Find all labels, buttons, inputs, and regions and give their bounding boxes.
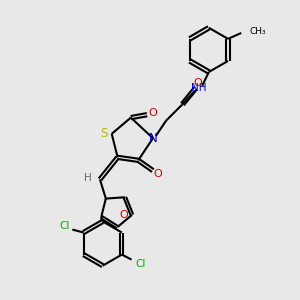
- Text: N: N: [148, 132, 157, 145]
- Text: O: O: [119, 210, 128, 220]
- Text: S: S: [101, 127, 108, 140]
- Text: O: O: [194, 78, 202, 88]
- Text: Cl: Cl: [59, 221, 70, 231]
- Text: Cl: Cl: [135, 259, 146, 269]
- Text: O: O: [154, 169, 163, 178]
- Text: CH₃: CH₃: [250, 27, 266, 36]
- Text: O: O: [148, 108, 157, 118]
- Text: H: H: [84, 173, 92, 183]
- Text: NH: NH: [191, 83, 206, 93]
